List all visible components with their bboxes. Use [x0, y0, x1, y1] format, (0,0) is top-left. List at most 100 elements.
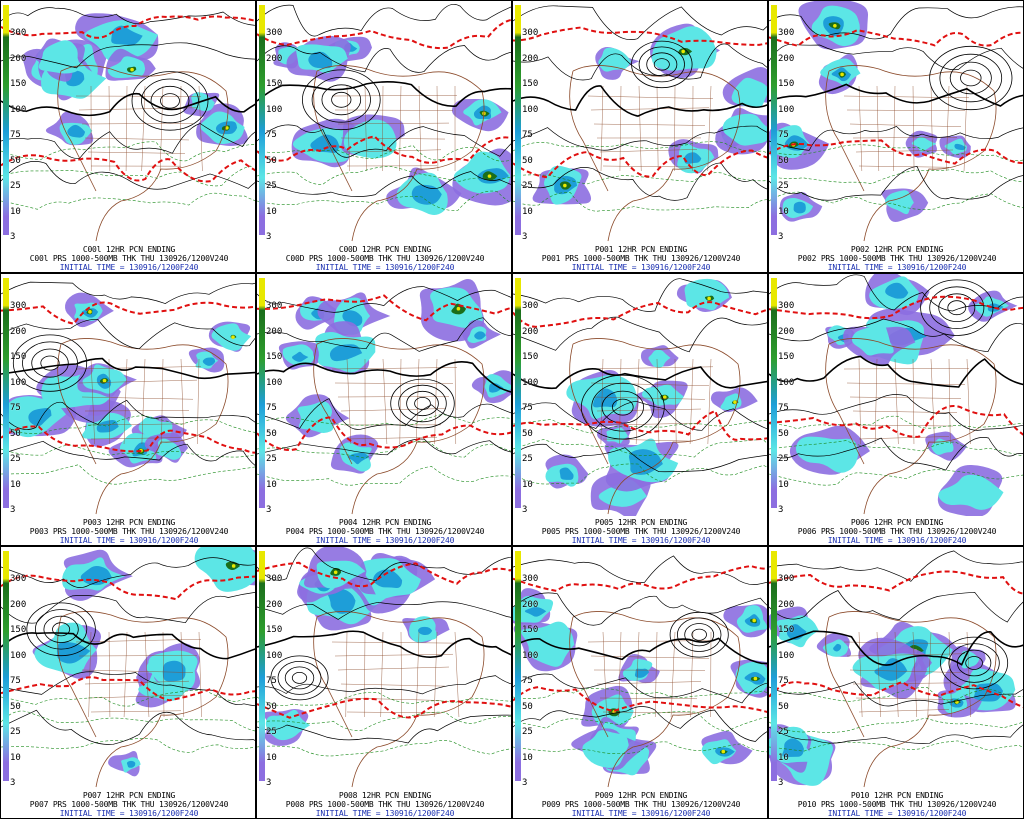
boundary	[123, 631, 128, 718]
dashed-contour	[257, 692, 511, 706]
colorbar-tick-label: 300	[522, 301, 539, 311]
colorbar-tick-label: 3	[778, 232, 784, 242]
boundary	[87, 151, 186, 154]
colorbar-tick-label: 100	[778, 377, 795, 388]
pressure-contour	[769, 436, 1023, 471]
pressure-contour	[769, 125, 1023, 151]
boundary	[858, 631, 863, 718]
boundary	[593, 396, 706, 400]
boundary	[855, 424, 954, 427]
precip-colorbar	[515, 551, 521, 781]
forecast-panel-c00d: 300 200 150 100 75 50 25 10 3 C00D 12HR PCN ENDIN…	[256, 0, 512, 273]
precip-max	[681, 49, 685, 54]
pressure-contour	[257, 361, 511, 393]
colorbar-tick-label: 10	[522, 479, 533, 490]
pressure-contour	[769, 724, 1023, 744]
colorbar-tick-label: 75	[10, 403, 21, 413]
pressure-contour	[513, 125, 767, 151]
colorbar-tick-label: 300	[522, 574, 539, 584]
colorbar-tick-label: 25	[778, 454, 789, 464]
boundary	[689, 358, 694, 445]
colorbar-tick-label: 50	[778, 701, 789, 712]
boundary	[912, 358, 915, 445]
forecast-panel-p003: 300 200 150 100 75 50 25 10 3 P003 12HR PCN ENDIN…	[0, 273, 256, 546]
boundary	[619, 358, 622, 445]
dashed-contour	[1, 415, 255, 434]
precip-area	[628, 449, 663, 475]
precip-max	[721, 749, 726, 754]
colorbar-tick-label: 150	[10, 352, 27, 362]
boundary	[635, 631, 640, 718]
boundary	[436, 85, 439, 172]
pressure-contour	[1, 709, 255, 745]
boundary	[144, 631, 150, 718]
boundary	[912, 631, 917, 718]
thickness-contour	[769, 295, 1023, 320]
panel-caption-title: P003 12HR PCN ENDING	[82, 518, 176, 527]
precip-max	[833, 23, 837, 28]
precip-area	[954, 143, 966, 151]
pressure-contour	[769, 630, 1023, 666]
colorbar-tick-label: 25	[266, 727, 277, 737]
thickness-contour	[513, 409, 767, 441]
pressure-contour	[257, 630, 511, 658]
coastline	[825, 338, 997, 515]
pressure-contour	[769, 6, 1023, 40]
colorbar-tick-label: 50	[10, 155, 21, 166]
colorbar-tick-label: 200	[266, 599, 283, 610]
precip-area	[411, 184, 442, 205]
precip-max	[752, 618, 756, 623]
coastline	[569, 65, 741, 242]
precip-colorbar	[515, 278, 521, 508]
dashed-contour	[1, 464, 255, 485]
boundary	[587, 366, 714, 370]
boundary	[602, 438, 694, 442]
pressure-contour	[257, 438, 511, 456]
boundary	[88, 631, 92, 718]
precip-max	[707, 296, 711, 301]
precip-max	[231, 335, 235, 339]
boundary	[197, 358, 200, 445]
colorbar-ticks: 300 200 150 100 75 50 25 10 3	[1, 1, 31, 242]
thickness-contour	[769, 570, 1023, 595]
pressure-contour	[257, 317, 511, 352]
boundary	[161, 358, 164, 445]
boundary	[340, 683, 446, 687]
forecast-panel-p001: 300 200 150 100 75 50 25 10 3 P001 12HR PCN ENDIN…	[512, 0, 768, 273]
pressure-contour	[257, 675, 511, 695]
pressure-contour	[1, 123, 255, 159]
boundary	[331, 641, 458, 644]
colorbar-tick-label: 10	[266, 752, 277, 763]
pressure-contour	[513, 592, 767, 626]
precip-max	[102, 378, 107, 383]
colorbar-tick-label: 3	[10, 232, 16, 242]
boundary	[602, 165, 694, 168]
pressure-contour	[513, 162, 767, 201]
dashed-contour	[513, 192, 767, 212]
dashed-contour	[769, 740, 1023, 752]
colorbar-tick-label: 75	[266, 403, 277, 413]
boundary	[963, 85, 968, 172]
panel-caption-initial-time: INITIAL TIME = 130916/1200F240	[827, 263, 967, 272]
boundary	[87, 694, 186, 699]
pressure-contour	[513, 316, 767, 353]
panel-caption-title: P006 12HR PCN ENDING	[850, 518, 944, 527]
pressure-contour	[513, 43, 767, 81]
boundary	[596, 681, 702, 685]
boundary	[846, 109, 966, 111]
colorbar-tick-label: 150	[778, 352, 795, 362]
colorbar-tick-label: 10	[266, 206, 277, 217]
map-canvas	[257, 278, 511, 515]
thickness-contour	[1, 676, 255, 702]
colorbar-tick-label: 100	[522, 650, 539, 661]
boundary	[400, 631, 402, 718]
boundary	[159, 85, 164, 172]
boundary	[337, 666, 450, 671]
pressure-contour	[1, 357, 255, 380]
precip-max	[487, 174, 492, 178]
boundary	[600, 85, 604, 172]
boundary	[337, 122, 450, 125]
boundary	[966, 358, 971, 445]
colorbar-tick-label: 50	[266, 155, 277, 166]
dashed-contour	[513, 172, 767, 185]
